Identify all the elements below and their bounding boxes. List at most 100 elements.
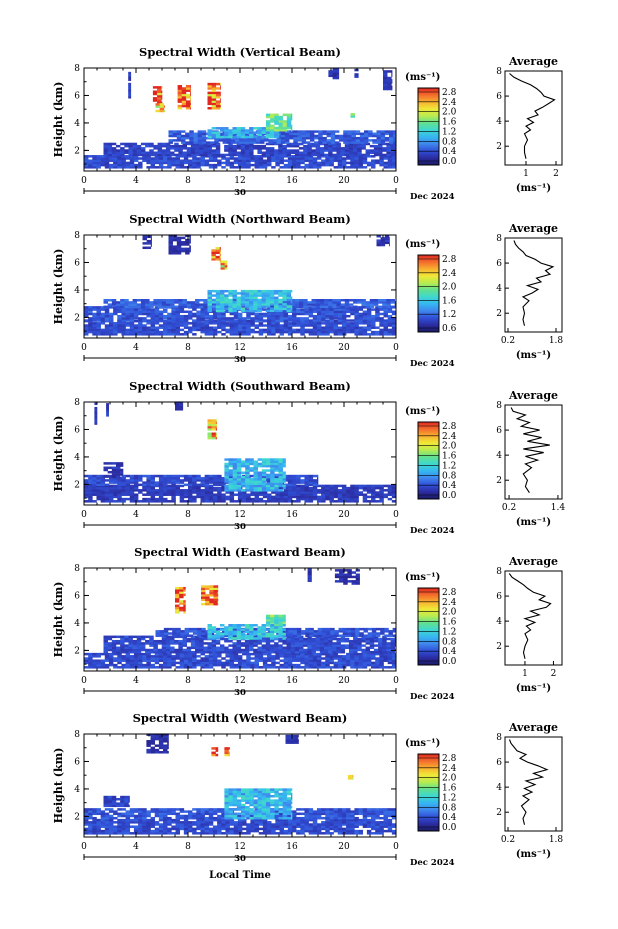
heatmap-cell: [195, 639, 200, 643]
heatmap-cell: [340, 303, 346, 306]
heatmap-cell: [138, 161, 143, 165]
heatmap-cell: [266, 489, 271, 492]
heatmap-cell: [167, 330, 172, 334]
heatmap-cell: [270, 460, 275, 463]
heatmap-cell: [192, 659, 197, 662]
heatmap-cell: [219, 650, 225, 654]
heatmap-cell: [104, 497, 110, 501]
heatmap-cell: [121, 330, 126, 334]
heatmap-cell: [115, 144, 121, 148]
heatmap-cell: [278, 126, 283, 130]
heatmap-cell: [271, 663, 276, 667]
heatmap-cell: [150, 322, 156, 325]
heatmap-cell: [115, 470, 121, 474]
heatmap-cell: [113, 306, 118, 309]
heatmap-cell: [154, 308, 160, 311]
heatmap-cell: [333, 491, 339, 494]
heatmap-cell: [140, 642, 146, 645]
heatmap-cell: [224, 462, 229, 466]
heatmap-cell: [161, 650, 167, 654]
heatmap-cell: [100, 328, 106, 332]
heatmap-cell: [199, 299, 204, 302]
heatmap-cell: [267, 479, 272, 482]
heatmap-cell: [380, 141, 386, 144]
heatmap-cell: [251, 139, 257, 142]
heatmap-cell: [379, 317, 384, 320]
heatmap-cell: [233, 666, 239, 669]
heatmap-cell: [168, 234, 173, 237]
heatmap-cell: [220, 264, 225, 268]
heatmap-cell: [336, 70, 340, 73]
heatmap-cell: [146, 242, 152, 245]
heatmap-cell: [96, 328, 101, 332]
heatmap-cell: [103, 648, 108, 652]
heatmap-cell: [258, 322, 264, 325]
heatmap-cell: [246, 308, 251, 311]
heatmap-cell: [359, 139, 365, 142]
average-title: Average: [508, 55, 558, 68]
heatmap-cell: [217, 319, 222, 322]
heatmap-cell: [249, 127, 254, 130]
heatmap-cell: [283, 493, 289, 496]
heatmap-cell: [315, 642, 321, 645]
heatmap-cell: [125, 324, 131, 327]
heatmap-cell: [292, 476, 297, 480]
heatmap-cell: [185, 96, 191, 99]
heatmap-cell: [196, 163, 201, 167]
heatmap-cell: [212, 652, 218, 656]
heatmap-cell: [204, 317, 210, 320]
heatmap-cell: [314, 141, 319, 144]
heatmap-cell: [128, 91, 132, 95]
heatmap-cell: [303, 639, 308, 643]
heatmap-cell: [117, 493, 122, 496]
heatmap-cell: [185, 89, 191, 92]
heatmap-cell: [196, 328, 201, 332]
heatmap-cell: [329, 310, 334, 314]
heatmap-cell: [325, 333, 330, 336]
date-month-label: Dec 2024: [410, 192, 455, 202]
heatmap-cell: [157, 101, 162, 105]
heatmap-cell: [132, 151, 138, 154]
heatmap-cell: [361, 299, 366, 302]
heatmap-cell: [201, 132, 207, 136]
heatmap-cell: [337, 661, 343, 665]
heatmap-cell: [341, 322, 347, 325]
heatmap-cell: [278, 300, 283, 304]
heatmap-cell: [136, 637, 142, 641]
heatmap-cell: [217, 661, 222, 665]
heatmap-cell: [365, 142, 371, 146]
heatmap-cell: [244, 296, 250, 300]
heatmap-cell: [268, 141, 273, 144]
heatmap-cell: [88, 500, 93, 503]
heatmap-cell: [269, 147, 275, 150]
heatmap-cell: [188, 326, 193, 329]
heatmap-cell: [199, 153, 204, 157]
heatmap-cell: [228, 292, 233, 295]
heatmap-cell: [242, 324, 247, 327]
heatmap-cell: [211, 93, 217, 97]
heatmap-cell: [146, 491, 151, 494]
heatmap-cell: [354, 163, 359, 167]
heatmap-cell: [346, 495, 351, 499]
heatmap-cell: [249, 151, 254, 154]
heatmap-cell: [88, 481, 93, 484]
heatmap-cell: [242, 159, 247, 162]
heatmap-cell: [103, 299, 108, 302]
heatmap-cell: [142, 486, 147, 490]
heatmap-cell: [221, 657, 226, 660]
heatmap-cell: [190, 87, 191, 90]
heatmap-cell: [161, 646, 167, 650]
heatmap-cell: [380, 239, 386, 242]
heatmap-cells: [84, 568, 397, 669]
y-tick-label: 2: [74, 313, 80, 323]
heatmap-cell: [167, 326, 172, 329]
heatmap-cell: [195, 648, 200, 652]
heatmap-cell: [275, 666, 280, 669]
heatmap-cell: [153, 301, 158, 304]
heatmap-cell: [375, 495, 380, 499]
heatmap-cell: [224, 639, 229, 643]
heatmap-cell: [188, 166, 193, 169]
heatmap-cell: [175, 159, 180, 162]
heatmap-cell: [300, 657, 305, 660]
heatmap-cell: [278, 292, 283, 295]
